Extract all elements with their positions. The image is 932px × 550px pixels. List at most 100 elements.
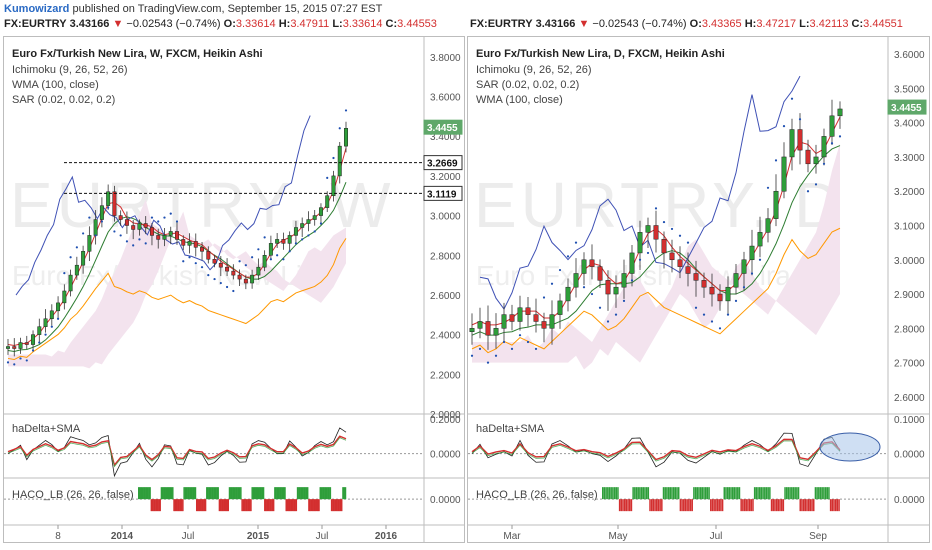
sar-dot — [550, 282, 554, 285]
price-axis-label: 3.6000 — [430, 93, 461, 104]
haco-bar — [738, 487, 741, 500]
price-axis-label: 2.9000 — [894, 290, 925, 301]
ticker-last: 3.43166 — [535, 18, 576, 30]
haco-bar — [269, 499, 271, 512]
haco-bar — [197, 499, 199, 512]
haco-bar — [671, 487, 673, 500]
ticker-symbol: FX:EURTRY — [470, 18, 533, 30]
haco-bar — [148, 487, 150, 500]
sar-dot — [326, 176, 329, 179]
haco-bar — [251, 487, 253, 500]
ticker-open: 3.43365 — [701, 18, 742, 30]
haco-bar — [645, 487, 648, 500]
sar-dot — [790, 97, 794, 100]
haco-bar — [748, 499, 751, 512]
candle-body — [469, 328, 475, 332]
haco-bar — [777, 499, 780, 512]
candle-body — [589, 259, 595, 267]
haco-bar — [230, 487, 232, 500]
chikou-line — [15, 115, 311, 296]
sar-dot — [50, 325, 53, 328]
candle-body — [300, 223, 305, 228]
haco-bar — [740, 499, 742, 512]
chart-weekly[interactable]: EURTRY, W Euro Fx/Turkish New Lira Euro Fx… — [3, 36, 465, 543]
candle-body — [789, 129, 795, 158]
haco-bar — [140, 487, 143, 500]
sar-dot — [502, 340, 506, 344]
candle-body — [573, 273, 579, 288]
ticker-l-label: L: — [332, 18, 343, 30]
candle-body — [493, 328, 499, 336]
haco-bar — [247, 499, 250, 512]
haco-bar — [291, 499, 294, 512]
candle-body — [709, 286, 715, 295]
haco-bar — [677, 487, 680, 500]
haco-bar — [796, 487, 798, 500]
price-tag-label: 3.4455 — [891, 103, 922, 114]
haco-bar — [715, 499, 717, 512]
price-tag-label: 3.4455 — [427, 123, 458, 134]
haco-bar — [216, 487, 218, 500]
haco-bar — [779, 499, 781, 512]
sar-dot — [766, 186, 770, 189]
haco-bar — [747, 499, 749, 512]
haco-bar — [826, 487, 828, 500]
sar-dot — [188, 256, 191, 259]
publisher-line: Kumowizard published on TradingView.com,… — [4, 3, 382, 15]
time-axis-label: 2014 — [111, 531, 134, 542]
haco-bar — [710, 499, 712, 512]
haco-bar — [219, 499, 222, 512]
sar-dot — [518, 334, 522, 337]
ticker-line-right: FX:EURTRY 3.43166 ▼ −0.02543 (−0.74%) O:… — [470, 18, 903, 30]
candle-body — [275, 239, 280, 244]
haco-bar — [320, 487, 323, 500]
candle-body — [337, 145, 342, 177]
haco-bar — [718, 499, 720, 512]
candle-body — [781, 156, 787, 192]
sar-dot — [301, 238, 304, 241]
ticker-last: 3.43166 — [69, 18, 110, 30]
haco-bar — [182, 499, 184, 512]
haco-bar — [770, 499, 773, 512]
candle-body — [112, 191, 117, 216]
candle-body — [629, 252, 635, 274]
haco-bar — [716, 499, 719, 512]
haco-bar — [187, 487, 189, 500]
candle-body — [156, 235, 161, 240]
sar-dot — [175, 220, 179, 223]
candle-body — [677, 259, 683, 267]
sar-dot — [622, 299, 626, 302]
sar-dot — [69, 256, 72, 259]
haco-bar — [764, 487, 766, 500]
candle-body — [99, 205, 104, 220]
candle-body — [837, 108, 843, 117]
candle-body — [331, 175, 336, 196]
sar-dot — [694, 306, 698, 309]
haco-bar — [163, 487, 165, 500]
sar-dot — [566, 255, 570, 258]
haco-bar — [141, 487, 144, 500]
candle-body — [741, 259, 747, 274]
haco-bar — [834, 499, 837, 512]
haco-bar — [262, 487, 265, 500]
kijun-line — [471, 145, 841, 336]
haco-bar — [240, 487, 242, 500]
haco-bar — [145, 487, 148, 500]
sar-dot — [132, 244, 135, 247]
sar-dot — [169, 212, 172, 215]
sar-dot — [332, 156, 335, 160]
haco-bar — [725, 487, 727, 500]
sar-dot — [194, 262, 197, 265]
candle-body — [693, 273, 699, 281]
haco-bar — [823, 487, 825, 500]
haco-bar — [184, 487, 187, 500]
haco-bar — [821, 487, 823, 500]
candle-body — [557, 300, 563, 315]
candle-body — [281, 239, 286, 244]
haco-bar — [189, 487, 192, 500]
haco-bar — [161, 487, 164, 500]
author-name[interactable]: Kumowizard — [4, 3, 70, 15]
